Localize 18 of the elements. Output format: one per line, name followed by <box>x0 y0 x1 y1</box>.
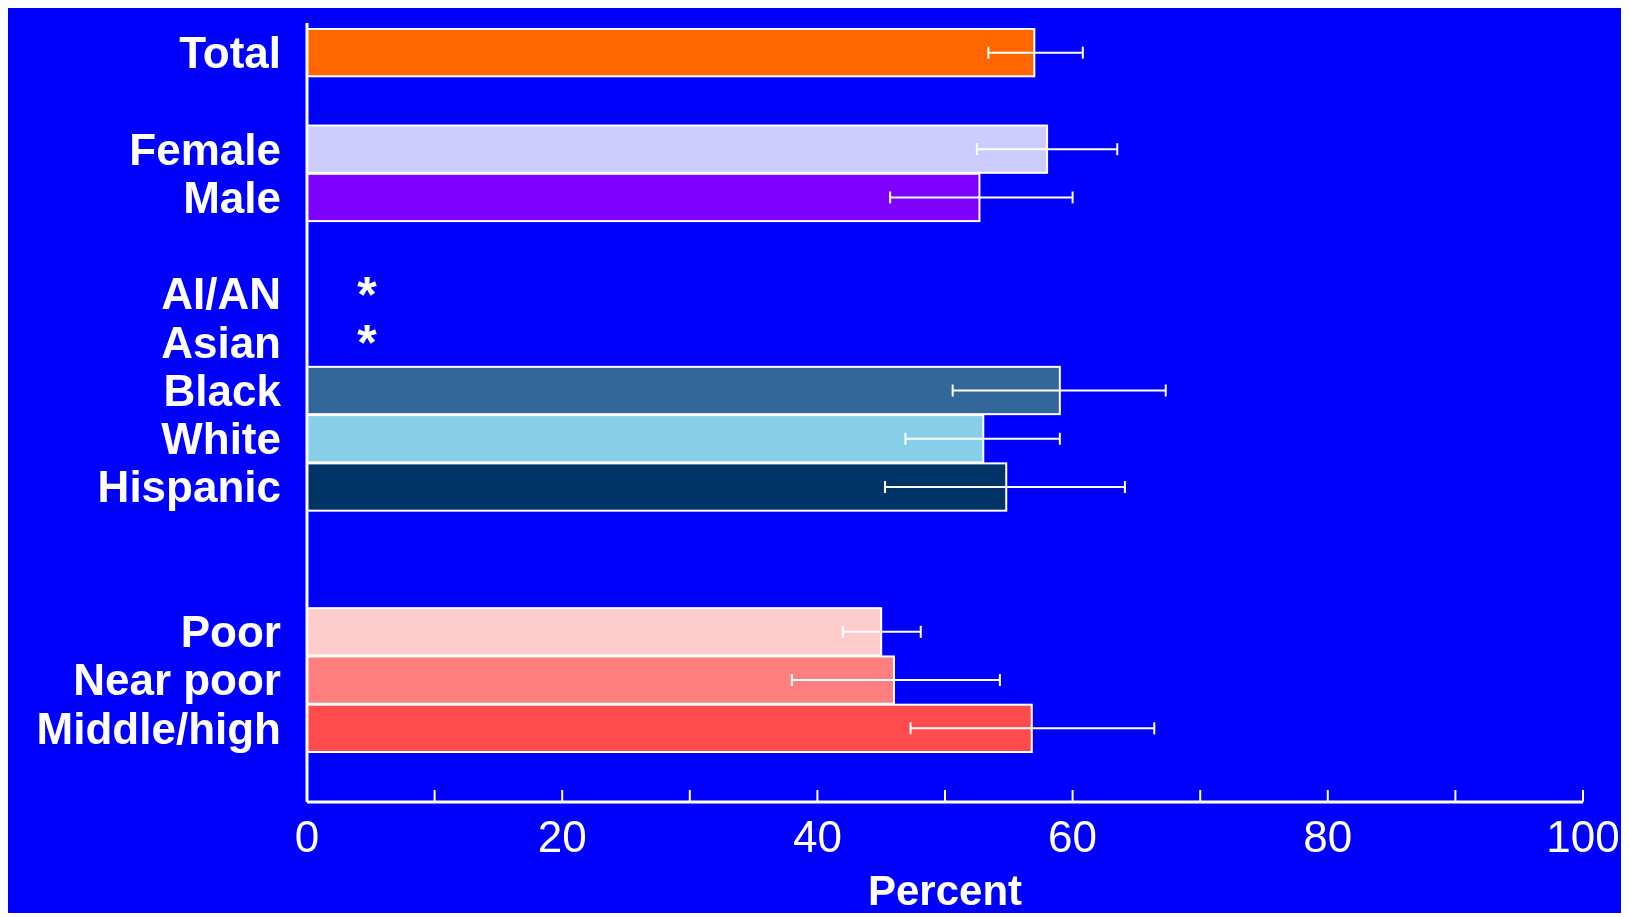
x-tick-label: 100 <box>1546 812 1620 861</box>
y-tick-label: Black <box>163 365 282 415</box>
y-tick-label: Male <box>183 172 281 222</box>
y-tick-label: Near poor <box>73 655 281 705</box>
x-tick-label: 80 <box>1303 812 1353 861</box>
x-tick-label: 40 <box>792 812 842 861</box>
y-tick-label: Female <box>129 124 281 174</box>
y-tick-label: Asian <box>161 317 281 367</box>
x-tick-label: 60 <box>1048 812 1098 861</box>
x-tick-label: 20 <box>537 812 587 861</box>
y-tick-label: AI/AN <box>161 269 281 319</box>
y-tick-label: Hispanic <box>97 462 281 512</box>
y-tick-label: Total <box>179 28 281 78</box>
x-axis-title: Percent <box>867 867 1023 914</box>
y-tick-label: White <box>161 414 281 464</box>
x-tick-label: 0 <box>294 812 320 861</box>
y-tick-label: Middle/high <box>36 703 281 753</box>
y-tick-label: Poor <box>180 607 281 657</box>
